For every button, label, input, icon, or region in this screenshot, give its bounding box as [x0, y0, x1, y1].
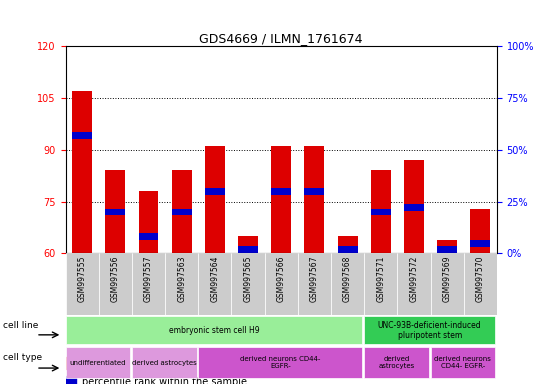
Text: UNC-93B-deficient-induced
pluripotent stem: UNC-93B-deficient-induced pluripotent st… [378, 321, 482, 340]
Text: cell type: cell type [3, 353, 43, 362]
Bar [139, 191, 158, 253]
Bar [165, 253, 198, 315]
Bar [105, 209, 125, 215]
Text: derived
astrocytes: derived astrocytes [378, 356, 414, 369]
Bar [371, 170, 391, 253]
Bar [364, 253, 397, 315]
Text: GSM997565: GSM997565 [244, 255, 252, 302]
Bar [99, 253, 132, 315]
Bar [271, 188, 291, 195]
Bar [470, 209, 490, 253]
Bar [232, 253, 265, 315]
Bar [238, 236, 258, 253]
Bar [430, 253, 464, 315]
Bar [198, 253, 232, 315]
Bar [132, 253, 165, 315]
Bar [66, 376, 76, 384]
Text: undifferentiated: undifferentiated [70, 360, 126, 366]
Bar [72, 132, 92, 139]
Text: embryonic stem cell H9: embryonic stem cell H9 [169, 326, 259, 335]
Bar [437, 246, 457, 253]
Bar [437, 240, 457, 253]
Text: GSM997555: GSM997555 [78, 255, 87, 302]
Bar [371, 209, 391, 215]
Bar [397, 253, 430, 315]
Text: GSM997556: GSM997556 [111, 255, 120, 302]
Bar [265, 253, 298, 315]
Text: GSM997571: GSM997571 [376, 255, 385, 302]
Bar [66, 357, 76, 369]
Text: GSM997563: GSM997563 [177, 255, 186, 302]
Bar [198, 347, 363, 379]
Bar [105, 170, 125, 253]
Text: GSM997570: GSM997570 [476, 255, 485, 302]
Bar [305, 146, 324, 253]
Text: GSM997564: GSM997564 [210, 255, 219, 302]
Bar [470, 240, 490, 247]
Text: GSM997557: GSM997557 [144, 255, 153, 302]
Text: derived astrocytes: derived astrocytes [132, 360, 197, 366]
Text: percentile rank within the sample: percentile rank within the sample [82, 377, 247, 384]
Bar [430, 347, 495, 379]
Text: derived neurons CD44-
EGFR-: derived neurons CD44- EGFR- [240, 356, 321, 369]
Bar [464, 253, 497, 315]
Bar [337, 236, 358, 253]
Bar [205, 188, 225, 195]
Bar [238, 246, 258, 253]
Bar [72, 91, 92, 253]
Text: cell line: cell line [3, 321, 39, 330]
Bar [205, 146, 225, 253]
Text: GSM997566: GSM997566 [277, 255, 286, 302]
Bar [331, 253, 364, 315]
Bar [404, 160, 424, 253]
Bar [271, 146, 291, 253]
Bar [364, 316, 495, 344]
Bar [404, 204, 424, 211]
Bar [171, 209, 192, 215]
Title: GDS4669 / ILMN_1761674: GDS4669 / ILMN_1761674 [199, 32, 363, 45]
Text: GSM997572: GSM997572 [410, 255, 418, 302]
Bar [298, 253, 331, 315]
Text: derived neurons
CD44- EGFR-: derived neurons CD44- EGFR- [435, 356, 491, 369]
Bar [66, 253, 99, 315]
Bar [337, 246, 358, 253]
Bar [132, 347, 197, 379]
Bar [364, 347, 429, 379]
Text: GSM997568: GSM997568 [343, 255, 352, 302]
Text: GSM997567: GSM997567 [310, 255, 319, 302]
Bar [305, 188, 324, 195]
Bar [66, 347, 130, 379]
Text: GSM997569: GSM997569 [443, 255, 452, 302]
Bar [139, 233, 158, 240]
Bar [66, 316, 363, 344]
Text: count: count [82, 358, 110, 368]
Bar [171, 170, 192, 253]
